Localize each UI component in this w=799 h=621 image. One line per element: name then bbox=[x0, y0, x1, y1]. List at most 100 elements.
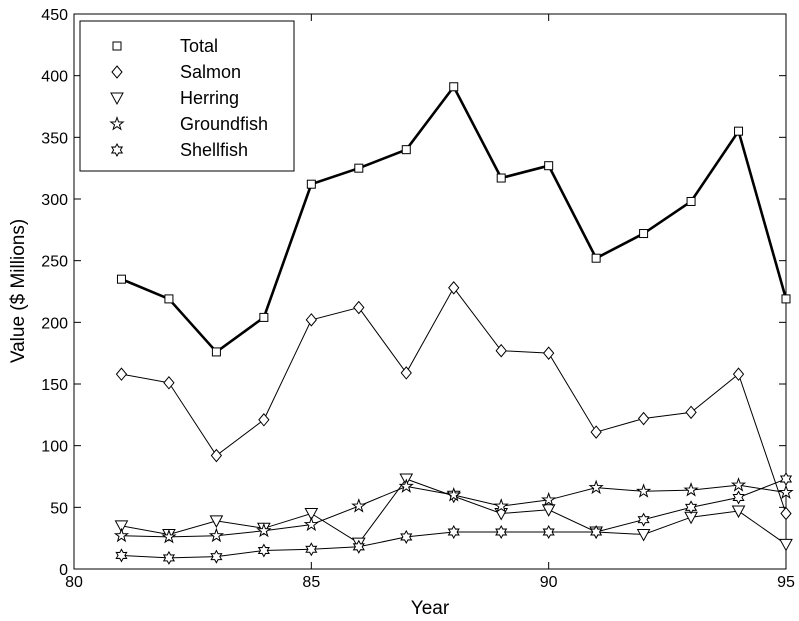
data-point-groundfish bbox=[541, 491, 557, 507]
data-point-shellfish bbox=[779, 471, 793, 486]
data-point-total bbox=[116, 274, 126, 284]
data-point-groundfish bbox=[730, 477, 747, 492]
data-point-groundfish bbox=[493, 498, 509, 513]
data-point-total bbox=[306, 179, 316, 189]
data-point-shellfish bbox=[400, 529, 413, 544]
data-point-shellfish bbox=[732, 490, 745, 505]
data-point-salmon bbox=[258, 412, 270, 427]
legend-marker-groundfish bbox=[109, 115, 125, 131]
data-point-herring bbox=[779, 538, 793, 552]
y-tick-label: 0 bbox=[59, 562, 68, 579]
data-point-salmon bbox=[637, 411, 650, 426]
legend-marker-salmon bbox=[111, 65, 123, 79]
data-point-total bbox=[401, 145, 411, 155]
data-point-total bbox=[686, 196, 696, 206]
data-point-shellfish bbox=[542, 524, 555, 540]
data-point-salmon bbox=[163, 375, 175, 390]
y-axis-label: Value ($ Millions) bbox=[8, 219, 29, 363]
data-point-shellfish bbox=[162, 550, 176, 565]
data-point-shellfish bbox=[257, 543, 270, 558]
x-tick-label: 90 bbox=[540, 574, 558, 591]
series-total bbox=[116, 82, 791, 357]
x-tick-label: 80 bbox=[65, 574, 83, 591]
data-point-herring bbox=[541, 504, 556, 517]
data-point-shellfish bbox=[447, 524, 460, 540]
data-point-total bbox=[591, 253, 601, 263]
series-salmon bbox=[115, 281, 792, 521]
data-point-total bbox=[449, 82, 459, 92]
legend-marker-herring bbox=[110, 92, 124, 106]
data-point-groundfish bbox=[778, 484, 794, 500]
data-point-salmon bbox=[448, 281, 460, 295]
legend-marker-shellfish bbox=[110, 142, 124, 158]
data-point-salmon bbox=[732, 367, 745, 381]
x-tick-label: 85 bbox=[302, 574, 320, 591]
data-point-herring bbox=[209, 515, 224, 528]
y-tick-label: 300 bbox=[41, 192, 68, 209]
data-point-salmon bbox=[780, 506, 792, 521]
series-layer bbox=[113, 82, 794, 565]
data-point-total bbox=[639, 229, 649, 239]
data-point-shellfish bbox=[305, 542, 318, 557]
data-point-groundfish bbox=[351, 498, 367, 513]
data-point-total bbox=[259, 312, 269, 322]
data-point-groundfish bbox=[398, 478, 414, 493]
data-point-salmon bbox=[400, 366, 412, 380]
data-point-total bbox=[164, 294, 174, 304]
data-point-shellfish bbox=[684, 500, 698, 515]
y-tick-label: 400 bbox=[41, 69, 68, 86]
legend-label-shellfish: Shellfish bbox=[180, 140, 248, 160]
data-point-salmon bbox=[115, 367, 128, 381]
series-shellfish bbox=[115, 471, 793, 565]
y-tick-label: 250 bbox=[41, 254, 68, 271]
data-point-herring bbox=[304, 508, 319, 521]
data-point-groundfish bbox=[588, 479, 604, 495]
data-point-salmon bbox=[685, 405, 697, 420]
data-point-herring bbox=[114, 520, 129, 533]
data-point-total bbox=[211, 347, 221, 357]
data-point-total bbox=[781, 294, 791, 304]
data-point-salmon bbox=[543, 346, 555, 360]
data-point-groundfish bbox=[208, 527, 225, 543]
y-tick-label: 450 bbox=[41, 7, 68, 24]
data-point-groundfish bbox=[303, 516, 319, 532]
axis-ticks: 80 85 90 95 0 50 100 150 200 250 300 350 400 450 bbox=[41, 7, 795, 591]
data-point-herring bbox=[731, 505, 746, 519]
series-groundfish bbox=[113, 477, 794, 544]
data-point-shellfish bbox=[115, 548, 128, 563]
data-point-salmon bbox=[590, 425, 602, 439]
y-tick-label: 200 bbox=[41, 315, 68, 332]
legend: Total Salmon Herring Groundfish Shellfish bbox=[79, 20, 295, 172]
y-tick-label: 350 bbox=[41, 130, 68, 147]
data-point-groundfish bbox=[113, 527, 130, 543]
data-point-shellfish bbox=[495, 524, 508, 540]
legend-label-herring: Herring bbox=[180, 88, 239, 108]
data-point-shellfish bbox=[637, 512, 650, 527]
data-point-groundfish bbox=[256, 522, 272, 538]
data-point-total bbox=[496, 173, 506, 183]
data-point-shellfish bbox=[210, 549, 223, 564]
data-point-shellfish bbox=[590, 524, 603, 540]
y-tick-label: 100 bbox=[41, 439, 68, 456]
data-point-shellfish bbox=[352, 539, 365, 554]
data-point-salmon bbox=[495, 343, 507, 358]
data-point-groundfish bbox=[635, 483, 652, 498]
data-point-salmon bbox=[353, 300, 365, 315]
legend-label-salmon: Salmon bbox=[180, 62, 241, 82]
data-point-groundfish bbox=[683, 482, 699, 497]
legend-marker-total bbox=[112, 41, 122, 51]
x-tick-label: 95 bbox=[777, 574, 795, 591]
data-point-salmon bbox=[210, 448, 223, 463]
data-point-salmon bbox=[305, 313, 317, 327]
y-tick-label: 150 bbox=[41, 377, 68, 394]
data-point-total bbox=[544, 161, 554, 171]
data-point-total bbox=[354, 163, 364, 173]
data-point-groundfish bbox=[446, 486, 462, 502]
data-point-herring bbox=[636, 528, 651, 542]
data-point-groundfish bbox=[161, 528, 177, 544]
legend-label-total: Total bbox=[180, 36, 218, 56]
y-tick-label: 50 bbox=[50, 500, 68, 517]
legend-label-groundfish: Groundfish bbox=[180, 114, 268, 134]
data-point-total bbox=[734, 126, 744, 136]
